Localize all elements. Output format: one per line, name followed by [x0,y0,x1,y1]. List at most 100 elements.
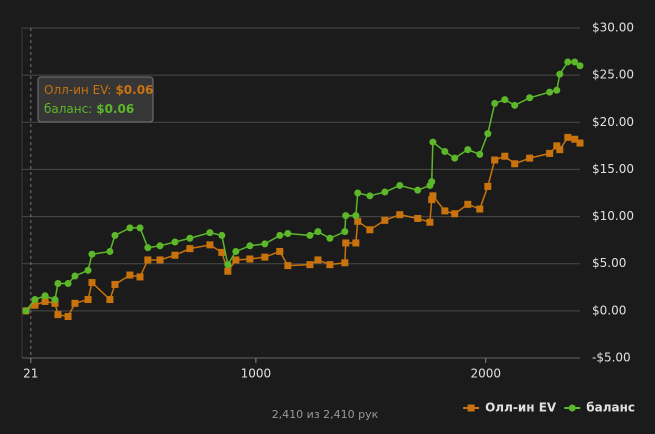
point [556,70,564,78]
y-tick-label: $25.00 [592,68,634,82]
point [186,234,194,242]
point [51,296,59,304]
y-tick-label: $15.00 [592,162,634,176]
point [501,96,509,104]
point [314,228,322,236]
y-tick-label: $5.00 [592,256,626,270]
tooltip-value: $0.06 [96,102,134,116]
point [64,280,72,288]
point [88,279,96,287]
point [71,299,79,307]
point [261,240,269,248]
point [553,142,561,150]
point [224,261,232,269]
point [232,247,240,255]
y-tick-label: $20.00 [592,115,634,129]
point [414,214,422,222]
point [71,272,79,280]
point [306,261,314,269]
legend-marker [467,404,475,412]
point [564,133,572,141]
y-tick-label: $10.00 [592,209,634,223]
point [451,154,459,162]
point [429,192,437,200]
tooltip-label: баланс: [44,102,92,116]
point [111,280,119,288]
point [106,296,114,304]
point [546,88,554,96]
point [136,224,144,232]
point [441,148,449,156]
point [354,189,362,197]
point [576,62,584,70]
point [441,207,449,215]
point [491,99,499,107]
point [261,253,269,261]
point [136,273,144,281]
point [366,192,374,200]
point [206,241,214,249]
point [396,211,404,219]
point [31,301,39,309]
y-tick-label: $0.00 [592,303,626,317]
legend-label: баланс [586,401,635,415]
point [284,230,292,238]
point [84,266,92,274]
point [111,231,119,239]
point [106,247,114,255]
point [342,239,350,247]
point [218,231,226,239]
point [426,218,434,226]
point [352,239,360,247]
point [484,182,492,190]
point [451,210,459,218]
point [284,262,292,270]
point [571,58,579,66]
point [381,188,389,196]
point [464,146,472,154]
point [276,231,284,239]
point [156,242,164,250]
point [84,296,92,304]
point [366,226,374,234]
point [126,271,134,279]
point [51,299,59,307]
point [22,307,30,315]
point [553,86,561,94]
point [314,256,322,264]
point [54,280,62,288]
point [218,248,226,256]
point [171,238,179,246]
point [484,130,492,138]
point [224,267,232,275]
tooltip-label: Олл-ин EV: [44,83,111,97]
legend-label: Олл-ин EV [485,401,557,415]
y-tick-label: -$5.00 [592,351,631,365]
point [511,160,519,168]
tooltip-value: $0.06 [115,83,153,97]
point [246,242,254,250]
point [429,138,437,146]
point [206,229,214,237]
point [396,181,404,189]
point [526,94,534,102]
point [232,256,240,264]
point [354,217,362,225]
point [511,101,519,109]
x-tick-label: 21 [23,367,38,381]
point [144,244,152,252]
point [326,261,334,269]
point [428,178,436,186]
point [428,196,436,204]
point [556,146,564,154]
point [186,245,194,253]
point [526,154,534,162]
point [571,135,579,143]
point [476,150,484,158]
point [414,186,422,194]
point [341,259,349,267]
point [41,297,49,305]
point [246,255,254,263]
point [546,149,554,157]
tooltip-line: Олл-ин EV: $0.06 [44,83,153,97]
